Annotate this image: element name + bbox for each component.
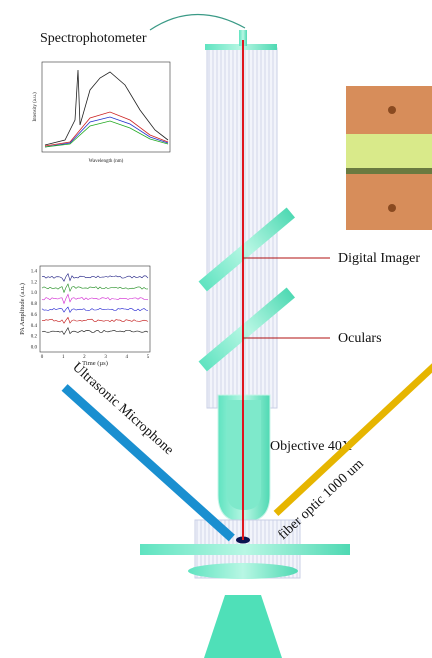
fiber-arc bbox=[150, 14, 245, 30]
plot-frame bbox=[40, 266, 150, 352]
image-spot bbox=[388, 106, 396, 114]
axis-label: Time (µs) bbox=[82, 360, 108, 367]
y-tick-label: 0.6 bbox=[31, 313, 38, 318]
x-tick-label: 5 bbox=[147, 355, 150, 360]
image-spot bbox=[388, 204, 396, 212]
image-band bbox=[346, 168, 432, 174]
stage bbox=[140, 544, 350, 555]
y-tick-label: 0.0 bbox=[31, 346, 38, 351]
pa-inset: Time (µs) PA Amplitude (a.u.) 1.4 1.2 1.0 0… bbox=[19, 266, 150, 367]
fiber-optic bbox=[274, 351, 432, 516]
y-tick-label: 1.0 bbox=[31, 291, 38, 296]
condenser bbox=[188, 563, 298, 579]
x-tick-label: 1 bbox=[62, 355, 65, 360]
x-tick-label: 0 bbox=[41, 355, 44, 360]
y-tick-label: 1.2 bbox=[31, 280, 38, 285]
axis-label: PA Amplitude (a.u.) bbox=[19, 283, 26, 335]
y-tick-label: 0.8 bbox=[31, 302, 38, 307]
y-tick-label: 0.4 bbox=[31, 324, 38, 329]
axis-label: Intensity (a.u.) bbox=[33, 92, 38, 122]
y-tick-label: 0.2 bbox=[31, 335, 38, 340]
microscope-diagram: Spectrophotometer Digital Imager Oculars… bbox=[0, 0, 432, 658]
label: Digital Imager bbox=[338, 251, 420, 266]
axis-label: Wavelength (nm) bbox=[89, 159, 124, 164]
spectrum-inset: Intensity (a.u.) Wavelength (nm) bbox=[33, 62, 170, 164]
y-tick-label: 1.4 bbox=[31, 270, 38, 275]
x-tick-label: 4 bbox=[126, 355, 129, 360]
label: Oculars bbox=[338, 331, 382, 346]
label: Spectrophotometer bbox=[40, 31, 147, 46]
light-source bbox=[204, 595, 282, 658]
plot-frame bbox=[42, 62, 170, 152]
